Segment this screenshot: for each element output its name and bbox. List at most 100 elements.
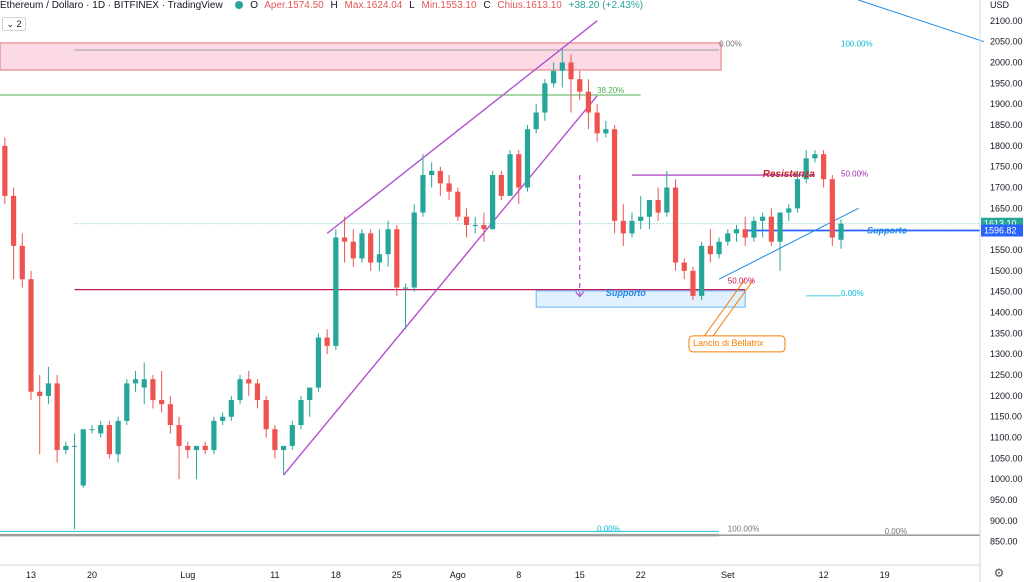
candle-up bbox=[716, 237, 722, 259]
candle-body bbox=[577, 79, 583, 92]
price-tick-label: 1850.00 bbox=[990, 120, 1023, 130]
time-tick-label: 25 bbox=[392, 570, 402, 580]
candle-body bbox=[19, 245, 25, 280]
candle-body bbox=[106, 425, 112, 455]
price-tick-label: 2100.00 bbox=[990, 16, 1023, 26]
candle-down bbox=[437, 166, 443, 196]
close-value: Chius.1613.10 bbox=[497, 0, 562, 11]
candle-body bbox=[803, 158, 809, 180]
time-tick-label: 19 bbox=[880, 570, 890, 580]
candle-up bbox=[385, 220, 391, 267]
price-tick-label: 1100.00 bbox=[990, 433, 1022, 443]
candle-down bbox=[455, 187, 461, 221]
candle-body bbox=[289, 425, 295, 446]
candle-down bbox=[585, 79, 592, 130]
candle-up bbox=[699, 241, 705, 301]
indicators-toggle-button[interactable]: ⌄ 2 bbox=[2, 17, 26, 31]
candle-body bbox=[115, 420, 121, 455]
candle-down bbox=[655, 187, 661, 221]
candle-body bbox=[298, 400, 304, 426]
price-tick-label: 1450.00 bbox=[990, 287, 1023, 297]
candle-up bbox=[193, 445, 200, 480]
candle-body bbox=[733, 229, 740, 234]
candle-body bbox=[455, 191, 461, 217]
candle-up bbox=[542, 79, 548, 121]
price-badge-label: 1596.82 bbox=[984, 226, 1017, 236]
resistance-zone bbox=[0, 42, 722, 71]
candle-down bbox=[620, 204, 626, 246]
candle-down bbox=[672, 179, 679, 271]
high-value: Max.1624.04 bbox=[344, 0, 403, 11]
candle-up bbox=[472, 216, 478, 234]
candle-down bbox=[742, 216, 748, 246]
candle-up bbox=[89, 425, 95, 434]
candle-up bbox=[141, 362, 147, 405]
candle-body bbox=[690, 270, 696, 296]
candle-up bbox=[298, 395, 304, 430]
callout-pointer-b bbox=[709, 278, 755, 340]
candle-body bbox=[159, 400, 165, 405]
time-tick-label: 18 bbox=[331, 570, 341, 580]
candle-body bbox=[45, 383, 52, 396]
candle-body bbox=[498, 175, 504, 196]
candle-up bbox=[220, 412, 226, 426]
candle-down bbox=[150, 375, 156, 409]
candle-body bbox=[71, 445, 78, 447]
candle-down bbox=[690, 266, 696, 301]
candle-body bbox=[324, 337, 330, 346]
candle-down bbox=[394, 225, 400, 296]
candle-body bbox=[246, 379, 252, 384]
time-tick-label: Ago bbox=[450, 570, 466, 580]
candle-body bbox=[533, 112, 539, 130]
candle-body bbox=[551, 70, 557, 84]
candle-up bbox=[420, 154, 426, 217]
candle-body bbox=[821, 154, 827, 180]
chevron-down-icon: ⌄ bbox=[6, 19, 14, 29]
candle-down bbox=[498, 170, 504, 201]
price-tick-label: 1550.00 bbox=[990, 245, 1023, 255]
candle-down bbox=[463, 208, 470, 238]
candle-down bbox=[577, 70, 583, 101]
candle-up bbox=[411, 204, 417, 292]
candle-body bbox=[420, 175, 426, 213]
candle-body bbox=[794, 179, 801, 209]
callout-box bbox=[688, 335, 786, 353]
price-badge bbox=[981, 224, 1023, 237]
symbol-title[interactable]: Ethereum / Dollaro · 1D · BITFINEX · Tra… bbox=[0, 0, 223, 11]
candle-up bbox=[228, 395, 234, 421]
candle-body bbox=[350, 241, 356, 259]
gear-icon[interactable]: ⚙ bbox=[993, 566, 1005, 580]
candle-down bbox=[594, 104, 600, 142]
price-tick-label: 2000.00 bbox=[990, 58, 1023, 68]
candle-body bbox=[98, 425, 104, 434]
candle-body bbox=[307, 387, 313, 401]
candle-up bbox=[333, 229, 339, 351]
candle-body bbox=[542, 83, 548, 113]
candle-body bbox=[524, 129, 531, 188]
time-tick-label: 8 bbox=[516, 570, 521, 580]
candle-body bbox=[228, 400, 234, 417]
candle-body bbox=[777, 212, 783, 242]
fib-level-label: 0.00% bbox=[597, 524, 620, 533]
candle-body bbox=[28, 279, 34, 392]
price-tick-label: 1900.00 bbox=[990, 99, 1023, 109]
candle-body bbox=[646, 200, 653, 217]
time-tick-label: 15 bbox=[575, 570, 585, 580]
time-tick-label: 22 bbox=[636, 570, 646, 580]
candle-body bbox=[211, 420, 217, 451]
candle-body bbox=[368, 233, 374, 263]
candle-up bbox=[490, 170, 496, 230]
candle-body bbox=[490, 175, 496, 230]
candle-body bbox=[376, 254, 382, 263]
candle-body bbox=[237, 379, 243, 401]
candle-body bbox=[411, 212, 417, 288]
candle-up bbox=[777, 212, 783, 271]
price-tick-label: 1500.00 bbox=[990, 266, 1023, 276]
open-label: O bbox=[250, 0, 259, 11]
candle-down bbox=[768, 208, 774, 246]
price-tick-label: 850.00 bbox=[990, 537, 1018, 547]
candle-body bbox=[394, 229, 400, 288]
candle-up bbox=[307, 387, 313, 417]
